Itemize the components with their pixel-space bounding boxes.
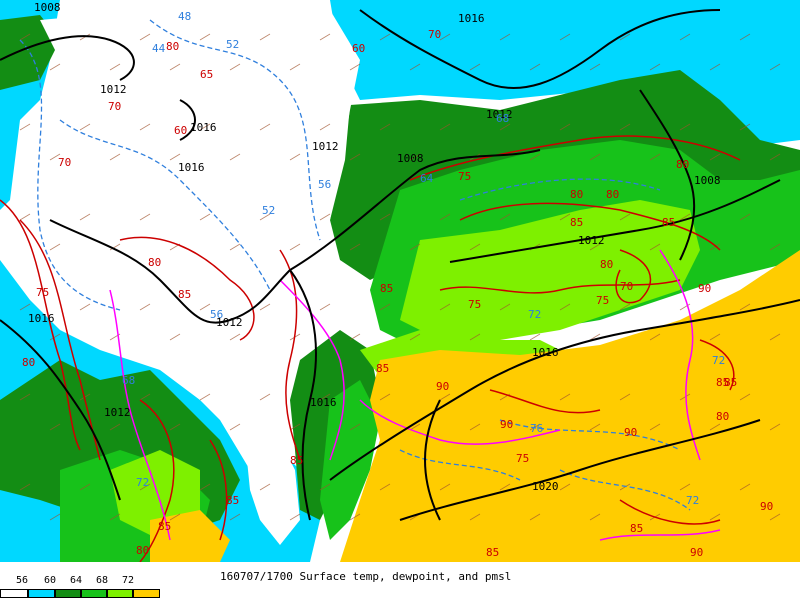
dewpoint-region-dry-rockies [10, 5, 360, 470]
dewpoint-label: 76 [530, 422, 543, 435]
temperature-label: 80 [606, 188, 619, 201]
isobar-label: 1016 [190, 121, 217, 134]
temperature-label: 85 [226, 494, 239, 507]
dewpoint-region-72-plus-southwest-edge [150, 510, 230, 562]
temperature-label: 85 [724, 376, 737, 389]
temperature-label: 75 [468, 298, 481, 311]
isobar-label: 1008 [397, 152, 424, 165]
temperature-label: 90 [698, 282, 711, 295]
temperature-label: 75 [516, 452, 529, 465]
temperature-label: 80 [600, 258, 613, 271]
temperature-label: 75 [458, 170, 471, 183]
temperature-label: 85 [158, 520, 171, 533]
isobar-label: 1012 [216, 316, 243, 329]
temperature-label: 90 [690, 546, 703, 559]
temperature-label: 70 [620, 280, 633, 293]
temperature-label: 80 [22, 356, 35, 369]
isobar-label: 1012 [312, 140, 339, 153]
temperature-label: 90 [436, 380, 449, 393]
temperature-label: 60 [352, 42, 365, 55]
temperature-label: 65 [200, 68, 213, 81]
temperature-label: 90 [624, 426, 637, 439]
legend-swatch-68-72 [107, 589, 133, 598]
legend-footer: 56 60 64 68 72 160707/1700 Surface temp,… [0, 562, 800, 600]
legend-swatch-64-68 [81, 589, 107, 598]
temperature-label: 85 [630, 522, 643, 535]
dewpoint-label: 68 [122, 374, 135, 387]
isobar-label: 1016 [310, 396, 337, 409]
temperature-label: 75 [596, 294, 609, 307]
temperature-label: 85 [376, 362, 389, 375]
legend-label-64: 64 [70, 575, 83, 586]
temperature-label: 90 [760, 500, 773, 513]
dewpoint-label: 56 [318, 178, 331, 191]
dewpoint-label-group: 52 48 44 52 56 56 64 68 72 72 76 72 68 7… [122, 10, 725, 507]
temperature-label: 85 [662, 216, 675, 229]
legend-label-72: 72 [122, 575, 135, 586]
dewpoint-label: 52 [226, 38, 239, 51]
temperature-contours [0, 135, 741, 562]
temperature-label: 70 [58, 156, 71, 169]
dewpoint-region-68-72-midatlantic [400, 200, 700, 340]
isobar-label: 1012 [486, 108, 513, 121]
temperature-label: 85 [380, 282, 393, 295]
isobar-label-group: 1008 1012 1016 1012 1016 1016 1012 1008 … [28, 1, 721, 493]
isobar-label: 1016 [532, 346, 559, 359]
dewpoint-label: 64 [420, 172, 434, 185]
legend-swatch-below-56 [0, 589, 28, 598]
isobar-label: 1016 [458, 12, 485, 25]
temperature-label: 70 [428, 28, 441, 41]
dewpoint-label: 52 [262, 204, 275, 217]
dewpoint-label: 44 [152, 42, 166, 55]
dewpoint-label: 56 [210, 308, 223, 321]
isobar-contours [0, 9, 800, 521]
temperature-label: 85 [290, 454, 303, 467]
temperature-label: 85 [486, 546, 499, 559]
temperature-label: 80 [570, 188, 583, 201]
dewpoint-label: 72 [528, 308, 541, 321]
temperature-label: 85 [716, 376, 729, 389]
dewpoint-region-dry-highplains [245, 440, 300, 545]
temperature-label: 80 [136, 544, 149, 557]
dewpoint-region-64-68-plains [320, 380, 380, 540]
temperature-label: 80 [716, 410, 729, 423]
hot-temperature-contours [109, 249, 721, 541]
legend-swatch-56-60 [28, 589, 55, 598]
isobar-label: 1012 [100, 83, 127, 96]
legend-label-56: 56 [16, 575, 29, 586]
temperature-label: 90 [500, 418, 513, 431]
dewpoint-region-72-plus-southeast [340, 250, 800, 562]
temperature-label: 60 [174, 124, 187, 137]
isobar-label: 1020 [532, 480, 559, 493]
temperature-label: 80 [676, 158, 689, 171]
dewpoint-region-60-64-west [0, 15, 60, 90]
weather-map: 1008 1012 1016 1012 1016 1016 1012 1008 … [0, 0, 800, 562]
legend-label-60: 60 [44, 575, 57, 586]
dewpoint-label: 72 [136, 476, 149, 489]
legend-swatch-72-plus [133, 589, 160, 598]
isobar-label: 1008 [694, 174, 721, 187]
wind-barbs-layer [19, 33, 781, 521]
isobar-label: 1012 [578, 234, 605, 247]
temperature-label: 75 [36, 286, 49, 299]
legend-swatch-60-64 [55, 589, 81, 598]
temperature-label-group: 60 70 80 65 60 70 70 75 80 85 80 75 85 9… [22, 28, 773, 559]
temperature-label: 85 [178, 288, 191, 301]
dewpoint-label: 68 [496, 112, 509, 125]
dewpoint-label: 48 [178, 10, 191, 23]
isobar-label: 1016 [28, 312, 55, 325]
temperature-label: 85 [570, 216, 583, 229]
temperature-label: 70 [108, 100, 121, 113]
dewpoint-label: 72 [686, 494, 699, 507]
temperature-label: 80 [148, 256, 161, 269]
isobar-label: 1008 [34, 1, 61, 14]
dewpoint-label: 72 [712, 354, 725, 367]
legend-label-68: 68 [96, 575, 109, 586]
map-caption: 160707/1700 Surface temp, dewpoint, and … [220, 570, 512, 583]
dewpoint-contours [19, 19, 691, 511]
isobar-label: 1012 [104, 406, 131, 419]
temperature-label: 80 [166, 40, 179, 53]
isobar-label: 1016 [178, 161, 205, 174]
